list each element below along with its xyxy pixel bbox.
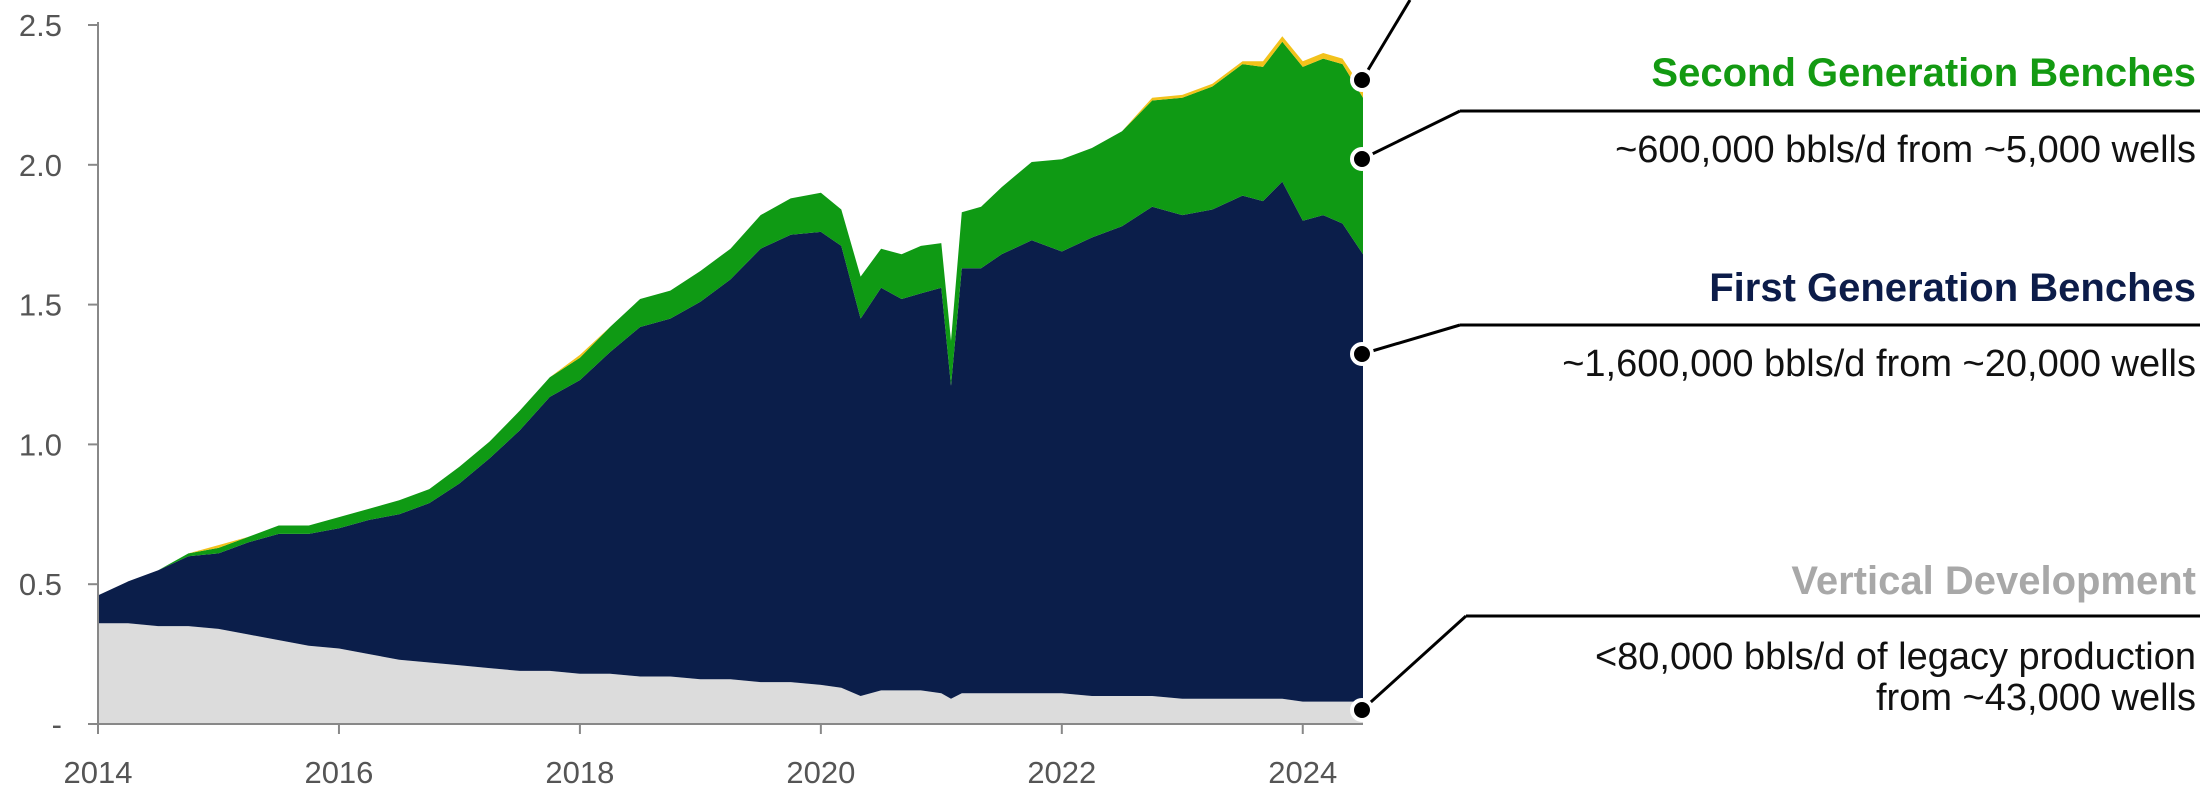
annotation-first-leader — [1361, 323, 1461, 356]
annotation-vertical-leader — [1360, 614, 1468, 712]
y-tick-label: 2.5 — [19, 8, 62, 43]
top-leader-line — [1360, 0, 1412, 81]
annotation-vertical-desc-line2: from ~43,000 wells — [1876, 677, 2196, 719]
y-tick-label: 1.0 — [19, 427, 62, 462]
annotation-first-desc: ~1,600,000 bbls/d from ~20,000 wells — [1562, 343, 2196, 385]
x-tick-label: 2020 — [786, 755, 855, 789]
x-tick-label: 2016 — [304, 755, 373, 789]
area-vertical — [98, 623, 1363, 724]
x-tick-label: 2022 — [1027, 755, 1096, 789]
x-tick-label: 2018 — [545, 755, 614, 789]
x-tick-label: 2014 — [64, 755, 133, 789]
callouts: Second Generation Benches ~600,000 bbls/… — [1350, 0, 2200, 722]
y-tick-label: 2.0 — [19, 148, 62, 183]
area-second-gen — [98, 41, 1363, 596]
chart-axes — [97, 22, 1363, 725]
annotation-vertical-title: Vertical Development — [1791, 559, 2196, 603]
y-ticks: - 0.5 1.0 1.5 2.0 2.5 — [19, 8, 98, 742]
top-leader-dot — [1350, 68, 1374, 92]
y-tick-label: - — [52, 707, 62, 742]
annotation-first-title: First Generation Benches — [1709, 266, 2196, 310]
annotation-second-leader — [1361, 109, 1461, 161]
annotation-second-dot — [1350, 147, 1374, 171]
y-tick-label: 1.5 — [19, 288, 62, 323]
x-ticks: 2014 2016 2018 2020 2022 2024 — [64, 724, 1337, 790]
annotation-vertical-desc-line1: <80,000 bbls/d of legacy production — [1595, 636, 2196, 678]
area-first-gen — [98, 181, 1363, 702]
annotation-second-title: Second Generation Benches — [1651, 51, 2196, 95]
x-tick-label: 2024 — [1268, 755, 1337, 789]
chart-areas — [98, 36, 1363, 724]
annotation-first-dot — [1350, 342, 1374, 366]
annotation-vertical-dot — [1350, 698, 1374, 722]
y-tick-label: 0.5 — [19, 567, 62, 602]
annotation-second-desc: ~600,000 bbls/d from ~5,000 wells — [1615, 129, 2196, 171]
